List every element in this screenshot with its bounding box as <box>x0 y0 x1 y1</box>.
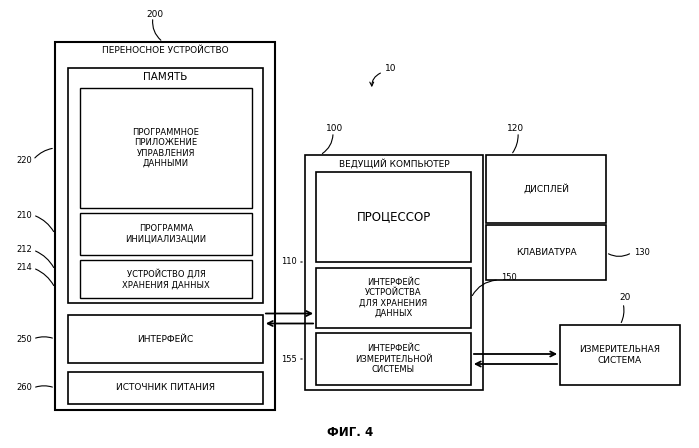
Text: 110: 110 <box>281 258 297 267</box>
Bar <box>80 213 252 255</box>
Text: 212: 212 <box>16 246 32 254</box>
Text: 210: 210 <box>16 211 32 220</box>
Bar <box>68 372 263 404</box>
Text: ПРОГРАММА
ИНИЦИАЛИЗАЦИИ: ПРОГРАММА ИНИЦИАЛИЗАЦИИ <box>125 224 207 244</box>
Bar <box>80 88 252 208</box>
Bar <box>68 68 263 303</box>
Text: ПРОГРАММНОЕ
ПРИЛОЖЕНИЕ
УПРАВЛЕНИЯ
ДАННЫМИ: ПРОГРАММНОЕ ПРИЛОЖЕНИЕ УПРАВЛЕНИЯ ДАННЫМ… <box>133 128 199 168</box>
Text: КЛАВИАТУРА: КЛАВИАТУРА <box>516 248 576 257</box>
Text: 250: 250 <box>16 335 32 344</box>
Text: УСТРОЙСТВО ДЛЯ
ХРАНЕНИЯ ДАННЫХ: УСТРОЙСТВО ДЛЯ ХРАНЕНИЯ ДАННЫХ <box>122 269 210 289</box>
Bar <box>560 325 680 385</box>
Bar <box>316 333 471 385</box>
Text: ПРОЦЕССОР: ПРОЦЕССОР <box>356 211 431 224</box>
Text: 10: 10 <box>385 64 396 73</box>
Bar <box>80 260 252 298</box>
Text: ИНТЕРФЕЙС
ИЗМЕРИТЕЛЬНОЙ
СИСТЕМЫ: ИНТЕРФЕЙС ИЗМЕРИТЕЛЬНОЙ СИСТЕМЫ <box>354 344 432 374</box>
Text: 200: 200 <box>146 9 164 18</box>
Text: 100: 100 <box>326 124 344 133</box>
Bar <box>316 172 471 262</box>
Text: 220: 220 <box>16 155 32 164</box>
Text: ФИГ. 4: ФИГ. 4 <box>327 426 373 439</box>
Text: 155: 155 <box>281 354 297 363</box>
Bar <box>316 268 471 328</box>
Text: ИСТОЧНИК ПИТАНИЯ: ИСТОЧНИК ПИТАНИЯ <box>116 383 215 392</box>
Text: ПАМЯТЬ: ПАМЯТЬ <box>143 72 188 82</box>
Bar <box>55 42 275 410</box>
Text: ПЕРЕНОСНОЕ УСТРОЙСТВО: ПЕРЕНОСНОЕ УСТРОЙСТВО <box>101 46 229 55</box>
Text: 20: 20 <box>619 293 630 302</box>
Text: 120: 120 <box>507 124 524 133</box>
Text: 214: 214 <box>16 263 32 272</box>
Bar <box>68 315 263 363</box>
Bar <box>486 155 606 223</box>
Text: ДИСПЛЕЙ: ДИСПЛЕЙ <box>523 184 569 194</box>
Text: ВЕДУЩИЙ КОМПЬЮТЕР: ВЕДУЩИЙ КОМПЬЮТЕР <box>339 159 449 169</box>
Text: 260: 260 <box>16 383 32 392</box>
Bar <box>305 155 483 390</box>
Text: ИНТЕРФЕЙС
УСТРОЙСТВА
ДЛЯ ХРАНЕНИЯ
ДАННЫХ: ИНТЕРФЕЙС УСТРОЙСТВА ДЛЯ ХРАНЕНИЯ ДАННЫХ <box>359 278 428 318</box>
Text: 150: 150 <box>501 273 517 283</box>
Text: ИЗМЕРИТЕЛЬНАЯ
СИСТЕМА: ИЗМЕРИТЕЛЬНАЯ СИСТЕМА <box>579 345 661 365</box>
Text: ИНТЕРФЕЙС: ИНТЕРФЕЙС <box>138 335 194 344</box>
Bar <box>486 225 606 280</box>
Text: 130: 130 <box>634 248 650 257</box>
